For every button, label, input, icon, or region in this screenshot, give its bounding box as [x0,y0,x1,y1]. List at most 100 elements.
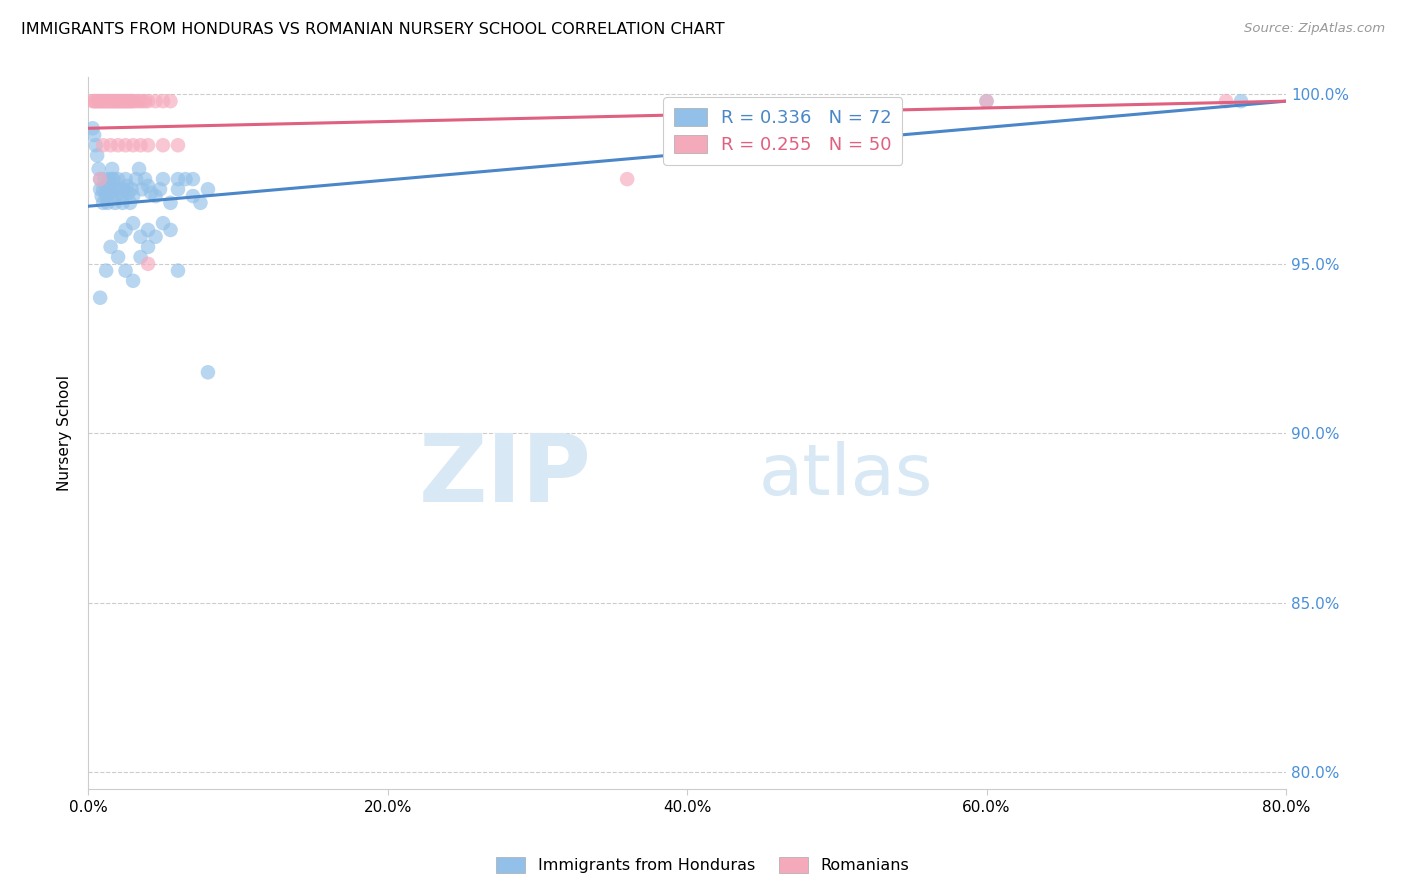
Point [152,94,174,108]
Point [89,172,111,186]
Point [94,189,117,203]
Point [90,189,112,203]
Point [82,121,104,136]
Point [91,195,114,210]
Point [976,94,998,108]
Point [125,172,148,186]
Point [136,178,159,193]
Point [101,94,124,108]
Point [89,291,111,305]
Point [152,138,174,153]
Point [120,195,142,210]
Point [152,216,174,230]
Point [108,182,131,196]
Point [122,138,145,153]
Point [167,263,190,277]
Point [90,94,112,108]
Point [145,94,167,108]
Point [84,138,107,153]
Point [129,229,152,244]
Point [89,182,111,196]
Point [94,263,117,277]
Point [167,172,190,186]
Point [159,94,181,108]
Point [136,240,159,254]
Point [122,94,145,108]
Point [84,94,107,108]
Point [114,223,136,237]
Point [114,94,136,108]
Point [114,263,136,277]
Point [159,223,181,237]
Point [136,257,159,271]
Point [145,229,167,244]
Point [103,172,125,186]
Legend: Immigrants from Honduras, Romanians: Immigrants from Honduras, Romanians [491,850,915,880]
Point [98,94,121,108]
Point [83,128,105,142]
Point [197,365,219,379]
Point [159,195,181,210]
Text: atlas: atlas [759,442,934,510]
Legend: R = 0.336   N = 72, R = 0.255   N = 50: R = 0.336 N = 72, R = 0.255 N = 50 [664,97,903,165]
Point [112,182,135,196]
Point [131,94,153,108]
Point [197,182,219,196]
Point [89,94,111,108]
Point [82,94,104,108]
Point [136,223,159,237]
Point [91,182,114,196]
Point [89,172,111,186]
Point [100,138,122,153]
Point [122,274,145,288]
Point [174,172,197,186]
Text: IMMIGRANTS FROM HONDURAS VS ROMANIAN NURSERY SCHOOL CORRELATION CHART: IMMIGRANTS FROM HONDURAS VS ROMANIAN NUR… [21,22,724,37]
Point [107,172,129,186]
Point [105,189,128,203]
Point [83,94,105,108]
Point [125,94,148,108]
Point [86,148,108,162]
Point [122,189,145,203]
Point [93,172,115,186]
Point [101,161,124,176]
Point [108,94,131,108]
Point [91,94,114,108]
Point [110,229,132,244]
Point [117,186,139,200]
Point [104,94,127,108]
Point [131,182,153,196]
Point [1215,94,1237,108]
Point [100,178,122,193]
Point [107,138,129,153]
Point [181,172,204,186]
Point [103,94,125,108]
Point [107,250,129,264]
Point [87,94,110,108]
Point [107,94,129,108]
Point [104,195,127,210]
Point [139,186,162,200]
Point [100,94,122,108]
Point [105,94,128,108]
Point [152,172,174,186]
Point [976,94,998,108]
Point [129,138,152,153]
Point [121,94,143,108]
Point [134,172,156,186]
Point [91,138,114,153]
Point [104,182,127,196]
Y-axis label: Nursery School: Nursery School [58,376,72,491]
Point [134,94,156,108]
Point [110,94,132,108]
Point [121,182,143,196]
Point [112,94,135,108]
Point [110,189,132,203]
Point [190,195,212,210]
Point [120,94,142,108]
Point [167,138,190,153]
Point [167,182,190,196]
Point [117,94,139,108]
Point [98,172,121,186]
Point [111,195,134,210]
